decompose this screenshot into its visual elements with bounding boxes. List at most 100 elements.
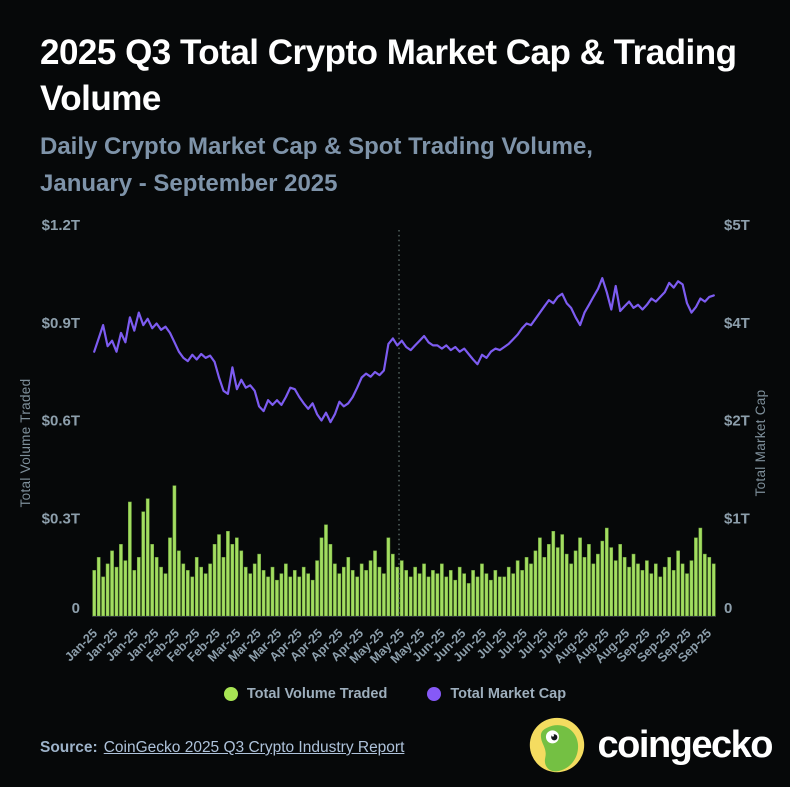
volume-bar (279, 573, 284, 617)
volume-bar (551, 531, 556, 617)
volume-bar (471, 570, 475, 617)
page-title: 2025 Q3 Total Crypto Market Cap & Tradin… (40, 33, 737, 118)
volume-bar (328, 544, 333, 617)
volume-bar (609, 547, 614, 617)
volume-bar (542, 557, 547, 617)
volume-bar (319, 537, 324, 617)
source-link[interactable]: CoinGecko 2025 Q3 Crypto Industry Report (103, 739, 405, 756)
volume-bar (128, 501, 132, 617)
volume-bar (667, 557, 671, 617)
volume-bar (711, 563, 716, 617)
volume-bar (199, 566, 203, 617)
volume-bar (649, 573, 654, 617)
volume-bar (484, 573, 489, 617)
volume-bar (707, 557, 712, 617)
volume-bar (506, 566, 511, 617)
volume-bar (654, 563, 658, 617)
volume-bar (596, 553, 600, 617)
market-cap-line-series (93, 277, 715, 424)
volume-bar (230, 544, 235, 617)
volume-bar (671, 570, 676, 617)
volume-bar (426, 576, 431, 617)
volume-bar (373, 550, 377, 617)
volume-bar (181, 563, 186, 617)
right-axis-tick-label: $2T (724, 413, 750, 430)
volume-bar (587, 544, 591, 617)
volume-bar (399, 560, 404, 617)
volume-bar (119, 544, 123, 617)
right-axis-tick-label: 0 (724, 600, 732, 617)
volume-bar (547, 544, 551, 617)
volume-bar (190, 576, 195, 617)
volume-bar (105, 563, 110, 617)
chart-subtitle-line2: January - September 2025 (40, 170, 338, 198)
volume-bar (297, 576, 302, 617)
volume-bar (261, 570, 266, 617)
volume-bar (203, 573, 208, 617)
volume-bar (564, 553, 569, 617)
volume-bar (600, 540, 605, 617)
volume-bar (462, 573, 466, 617)
volume-bar (582, 557, 587, 617)
volume-bar (194, 557, 199, 617)
volume-bar (689, 560, 694, 617)
volume-bar (698, 527, 703, 617)
volume-bar (386, 537, 391, 617)
volume-bar (359, 563, 364, 617)
volume-bar (212, 544, 217, 617)
volume-bar (364, 570, 368, 617)
volume-bar (440, 563, 444, 617)
volume-bar (618, 544, 622, 617)
volume-legend-dot-icon (223, 687, 238, 701)
volume-bar (150, 544, 154, 617)
right-axis-tick-label: $1T (724, 510, 750, 527)
volume-bar (186, 570, 190, 617)
volume-bar (154, 557, 159, 617)
volume-bar (703, 553, 707, 617)
volume-bar (382, 573, 386, 617)
legend-label-marketcap: Total Market Cap (450, 686, 567, 702)
volume-bar (591, 563, 596, 617)
volume-bar (275, 579, 279, 617)
volume-bar (404, 570, 409, 617)
chart-legend: Total Volume Traded Total Market Cap (0, 686, 790, 702)
volume-bar (613, 560, 618, 617)
volume-bar (159, 566, 163, 617)
gecko-logo-icon (529, 717, 584, 773)
volume-bar (636, 563, 640, 617)
volume-bar (493, 570, 498, 617)
volume-bar (645, 560, 649, 617)
volume-bar (145, 498, 150, 617)
left-axis-tick-label: $0.3T (42, 510, 80, 527)
volume-bar (555, 547, 560, 617)
volume-bar (680, 563, 685, 617)
volume-bar (604, 527, 609, 617)
volume-bar (310, 579, 315, 617)
volume-bar (640, 570, 645, 617)
volume-bar (306, 573, 310, 617)
volume-bar (243, 566, 248, 617)
volume-bar (627, 566, 631, 617)
volume-bar (141, 511, 146, 617)
volume-bar (266, 576, 270, 617)
volume-bar (520, 570, 524, 617)
volume-bar (685, 573, 689, 617)
right-axis-tick-label: $4T (724, 315, 750, 332)
right-axis-tick-label: $5T (724, 217, 750, 234)
volume-bar (324, 524, 328, 617)
volume-bar (431, 570, 435, 617)
chart-subtitle-line1: Daily Crypto Market Cap & Spot Trading V… (40, 133, 593, 160)
volume-bar (466, 583, 471, 617)
volume-bar (368, 560, 373, 617)
volume-bar (96, 557, 101, 617)
legend-label-volume: Total Volume Traded (246, 686, 388, 702)
source-label: Source: (40, 739, 98, 756)
volume-bar (226, 531, 230, 617)
volume-bar (252, 563, 257, 617)
volume-bar (417, 573, 422, 617)
volume-bar (114, 566, 119, 617)
volume-bar (448, 570, 453, 617)
left-axis-tick-label: $0.6T (42, 413, 80, 430)
volume-bar (136, 557, 141, 617)
left-axis-title: Total Volume Traded (18, 379, 33, 508)
